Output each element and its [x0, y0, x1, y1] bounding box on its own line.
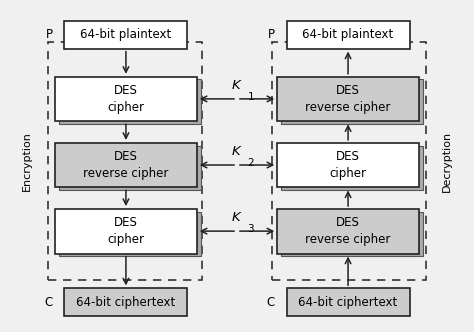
Bar: [59, 211, 201, 256]
Text: DES
cipher: DES cipher: [108, 216, 145, 246]
Text: 2: 2: [247, 158, 254, 168]
Bar: [55, 77, 197, 122]
Bar: [273, 42, 426, 280]
Text: P: P: [46, 28, 53, 41]
Bar: [277, 143, 419, 188]
Bar: [64, 288, 187, 316]
Text: 64-bit plaintext: 64-bit plaintext: [80, 28, 172, 41]
Text: 1: 1: [247, 92, 254, 102]
Text: 64-bit ciphertext: 64-bit ciphertext: [299, 296, 398, 309]
Text: 64-bit ciphertext: 64-bit ciphertext: [76, 296, 175, 309]
Text: DES
reverse cipher: DES reverse cipher: [305, 216, 391, 246]
Bar: [277, 77, 419, 122]
Text: $\mathit{K}$: $\mathit{K}$: [231, 145, 243, 158]
Text: DES
cipher: DES cipher: [108, 84, 145, 114]
Bar: [55, 143, 197, 188]
Text: Decryption: Decryption: [442, 130, 452, 192]
Bar: [281, 211, 423, 256]
Bar: [59, 79, 201, 124]
Text: C: C: [45, 296, 53, 309]
Bar: [59, 145, 201, 190]
Bar: [277, 209, 419, 254]
Text: P: P: [268, 28, 275, 41]
Text: DES
cipher: DES cipher: [329, 150, 366, 180]
Bar: [281, 145, 423, 190]
Text: DES
reverse cipher: DES reverse cipher: [83, 150, 169, 180]
Bar: [287, 21, 410, 48]
Text: $\mathit{K}$: $\mathit{K}$: [231, 79, 243, 92]
Bar: [281, 79, 423, 124]
Bar: [55, 209, 197, 254]
Bar: [64, 21, 187, 48]
Text: 64-bit plaintext: 64-bit plaintext: [302, 28, 394, 41]
Text: $\mathit{K}$: $\mathit{K}$: [231, 211, 243, 224]
Text: DES
reverse cipher: DES reverse cipher: [305, 84, 391, 114]
Text: 3: 3: [247, 224, 254, 234]
Text: Encryption: Encryption: [22, 131, 32, 191]
Bar: [287, 288, 410, 316]
Bar: [48, 42, 201, 280]
Text: C: C: [266, 296, 275, 309]
